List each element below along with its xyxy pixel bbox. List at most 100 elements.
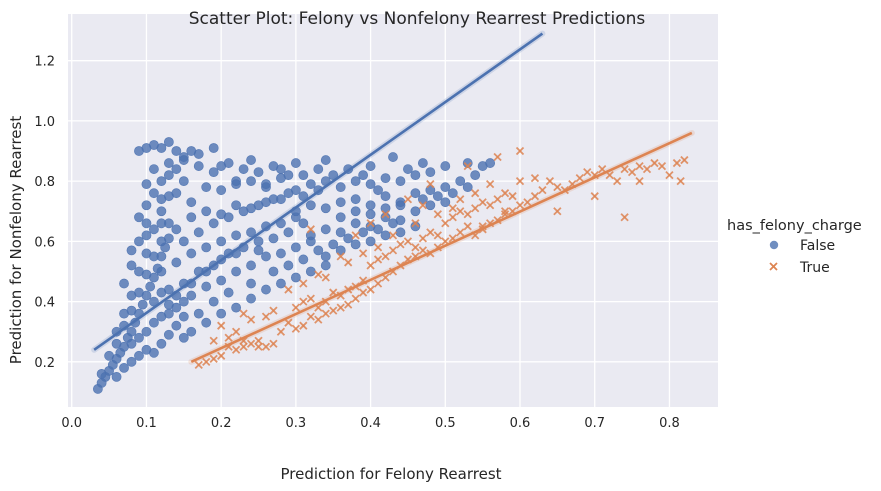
point-true bbox=[329, 306, 338, 315]
point-false bbox=[253, 245, 264, 256]
point-true bbox=[553, 183, 562, 192]
point-false bbox=[231, 302, 242, 313]
point-false bbox=[320, 260, 331, 271]
point-false bbox=[365, 236, 376, 247]
point-true bbox=[261, 312, 271, 321]
point-false bbox=[149, 188, 159, 199]
point-true bbox=[676, 177, 685, 186]
point-true bbox=[217, 321, 226, 330]
point-false bbox=[246, 278, 256, 289]
point-false bbox=[320, 203, 331, 214]
point-true bbox=[515, 201, 525, 210]
point-false bbox=[350, 194, 361, 205]
point-false bbox=[141, 230, 152, 241]
point-false bbox=[119, 362, 129, 373]
point-true bbox=[291, 324, 301, 333]
point-false bbox=[335, 245, 346, 256]
point-true bbox=[358, 249, 368, 258]
point-false bbox=[163, 170, 174, 181]
point-true bbox=[411, 219, 420, 228]
point-true bbox=[515, 177, 525, 186]
point-true bbox=[523, 198, 532, 207]
point-false bbox=[156, 311, 167, 322]
point-false bbox=[208, 143, 219, 153]
point-true bbox=[269, 306, 278, 315]
point-true bbox=[276, 327, 286, 336]
point-true bbox=[500, 189, 510, 198]
point-false bbox=[201, 242, 212, 253]
y-tick-label: 0.6 bbox=[34, 235, 55, 250]
point-false bbox=[380, 191, 391, 202]
point-false bbox=[163, 329, 174, 340]
point-true bbox=[553, 207, 562, 216]
point-true bbox=[246, 315, 256, 324]
point-false bbox=[163, 158, 174, 168]
point-false bbox=[395, 200, 406, 211]
point-false bbox=[231, 176, 242, 187]
point-true bbox=[485, 180, 495, 189]
point-true bbox=[321, 309, 330, 318]
point-false bbox=[193, 149, 204, 159]
point-false bbox=[141, 200, 152, 211]
point-true bbox=[217, 351, 226, 360]
point-false bbox=[403, 164, 413, 174]
point-false bbox=[268, 194, 279, 205]
point-false bbox=[111, 338, 122, 349]
point-false bbox=[290, 158, 301, 168]
point-true bbox=[441, 219, 450, 228]
y-axis-label: Prediction for Nonfelony Rearrest bbox=[7, 116, 25, 365]
point-false bbox=[156, 287, 167, 298]
point-false bbox=[186, 326, 197, 337]
y-axis-ticks: 0.2 0.4 0.6 0.8 1.0 1.2 bbox=[34, 55, 55, 371]
point-false bbox=[305, 179, 316, 190]
point-false bbox=[145, 281, 156, 292]
point-false bbox=[126, 290, 137, 301]
point-true bbox=[635, 161, 644, 171]
point-true bbox=[381, 210, 390, 219]
point-false bbox=[171, 320, 182, 331]
point-false bbox=[313, 164, 324, 174]
point-true bbox=[456, 207, 465, 216]
point-false bbox=[163, 299, 174, 310]
point-true bbox=[650, 158, 659, 168]
point-true bbox=[381, 252, 390, 261]
point-true bbox=[306, 294, 315, 303]
point-true bbox=[373, 279, 383, 288]
point-false bbox=[156, 176, 167, 187]
x-axis-ticks: 0.0 0.1 0.2 0.3 0.4 0.5 0.6 0.7 0.8 bbox=[61, 416, 679, 431]
data-points bbox=[92, 137, 689, 394]
point-false bbox=[186, 248, 197, 259]
point-false bbox=[380, 230, 391, 241]
point-true bbox=[426, 228, 435, 237]
point-false bbox=[156, 266, 167, 277]
point-false bbox=[335, 227, 346, 238]
point-true bbox=[284, 285, 293, 294]
point-false bbox=[358, 170, 369, 181]
point-false bbox=[440, 197, 451, 208]
point-false bbox=[171, 164, 182, 174]
point-false bbox=[216, 236, 227, 247]
point-true bbox=[224, 333, 233, 342]
point-true bbox=[336, 303, 345, 312]
point-false bbox=[320, 224, 331, 235]
point-false bbox=[395, 176, 406, 187]
point-true bbox=[575, 173, 584, 183]
x-tick-label: 0.0 bbox=[61, 416, 82, 431]
point-true bbox=[344, 300, 353, 309]
point-false bbox=[261, 251, 271, 262]
point-false bbox=[246, 227, 256, 238]
point-false bbox=[365, 179, 376, 190]
point-false bbox=[134, 350, 144, 361]
point-true bbox=[366, 219, 375, 228]
point-false bbox=[126, 260, 137, 271]
point-false bbox=[149, 347, 159, 358]
point-false bbox=[104, 350, 114, 361]
point-true bbox=[231, 345, 241, 354]
point-true bbox=[351, 231, 360, 240]
point-false bbox=[365, 209, 376, 220]
point-false bbox=[156, 206, 167, 217]
point-false bbox=[395, 227, 406, 238]
point-false bbox=[119, 278, 129, 289]
point-true bbox=[500, 207, 510, 216]
point-false bbox=[350, 206, 361, 217]
